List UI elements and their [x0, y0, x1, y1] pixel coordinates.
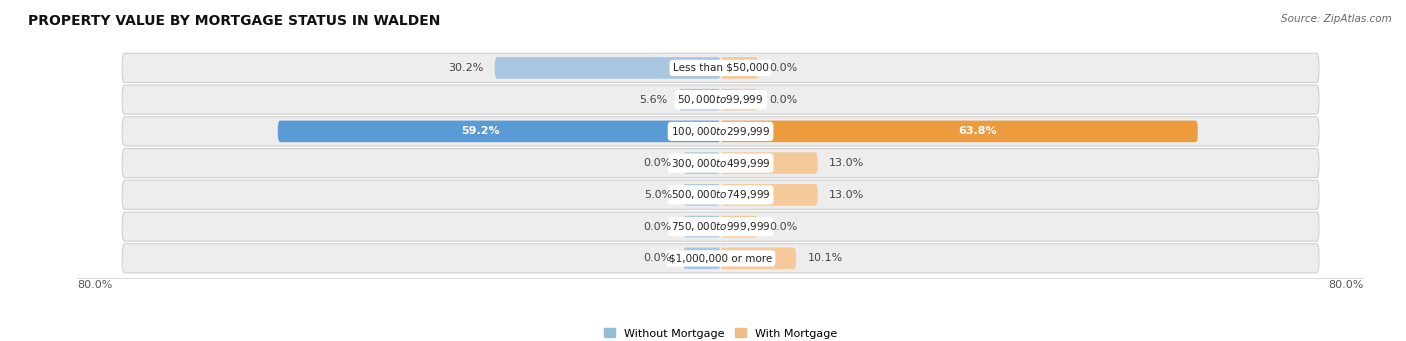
- Text: $100,000 to $299,999: $100,000 to $299,999: [671, 125, 770, 138]
- FancyBboxPatch shape: [683, 216, 721, 237]
- FancyBboxPatch shape: [721, 216, 758, 237]
- Text: 13.0%: 13.0%: [830, 190, 865, 200]
- FancyBboxPatch shape: [721, 152, 818, 174]
- Text: 80.0%: 80.0%: [77, 280, 112, 290]
- Text: $500,000 to $749,999: $500,000 to $749,999: [671, 188, 770, 202]
- Text: PROPERTY VALUE BY MORTGAGE STATUS IN WALDEN: PROPERTY VALUE BY MORTGAGE STATUS IN WAL…: [28, 14, 440, 28]
- Text: $50,000 to $99,999: $50,000 to $99,999: [678, 93, 763, 106]
- Text: $300,000 to $499,999: $300,000 to $499,999: [671, 157, 770, 169]
- Text: 59.2%: 59.2%: [461, 127, 499, 136]
- Legend: Without Mortgage, With Mortgage: Without Mortgage, With Mortgage: [599, 324, 842, 341]
- FancyBboxPatch shape: [683, 184, 721, 206]
- FancyBboxPatch shape: [721, 89, 758, 110]
- Text: 0.0%: 0.0%: [644, 253, 672, 263]
- Text: 0.0%: 0.0%: [644, 222, 672, 232]
- FancyBboxPatch shape: [278, 121, 721, 142]
- FancyBboxPatch shape: [122, 244, 1319, 273]
- Text: Source: ZipAtlas.com: Source: ZipAtlas.com: [1281, 14, 1392, 24]
- FancyBboxPatch shape: [122, 53, 1319, 83]
- Text: 0.0%: 0.0%: [644, 158, 672, 168]
- FancyBboxPatch shape: [122, 180, 1319, 209]
- FancyBboxPatch shape: [721, 121, 1198, 142]
- FancyBboxPatch shape: [721, 57, 758, 79]
- FancyBboxPatch shape: [122, 149, 1319, 178]
- Text: 0.0%: 0.0%: [769, 222, 797, 232]
- FancyBboxPatch shape: [721, 184, 818, 206]
- Text: 5.0%: 5.0%: [644, 190, 672, 200]
- FancyBboxPatch shape: [679, 89, 721, 110]
- FancyBboxPatch shape: [122, 212, 1319, 241]
- Text: 0.0%: 0.0%: [769, 63, 797, 73]
- Text: Less than $50,000: Less than $50,000: [672, 63, 769, 73]
- FancyBboxPatch shape: [683, 152, 721, 174]
- Text: $1,000,000 or more: $1,000,000 or more: [669, 253, 772, 263]
- FancyBboxPatch shape: [495, 57, 721, 79]
- Text: 10.1%: 10.1%: [807, 253, 842, 263]
- Text: 0.0%: 0.0%: [769, 95, 797, 105]
- Text: $750,000 to $999,999: $750,000 to $999,999: [671, 220, 770, 233]
- Text: 5.6%: 5.6%: [640, 95, 668, 105]
- Text: 30.2%: 30.2%: [449, 63, 484, 73]
- Text: 80.0%: 80.0%: [1329, 280, 1364, 290]
- FancyBboxPatch shape: [721, 248, 796, 269]
- Text: 63.8%: 63.8%: [959, 127, 997, 136]
- FancyBboxPatch shape: [122, 85, 1319, 114]
- FancyBboxPatch shape: [122, 117, 1319, 146]
- FancyBboxPatch shape: [683, 248, 721, 269]
- Text: 13.0%: 13.0%: [830, 158, 865, 168]
